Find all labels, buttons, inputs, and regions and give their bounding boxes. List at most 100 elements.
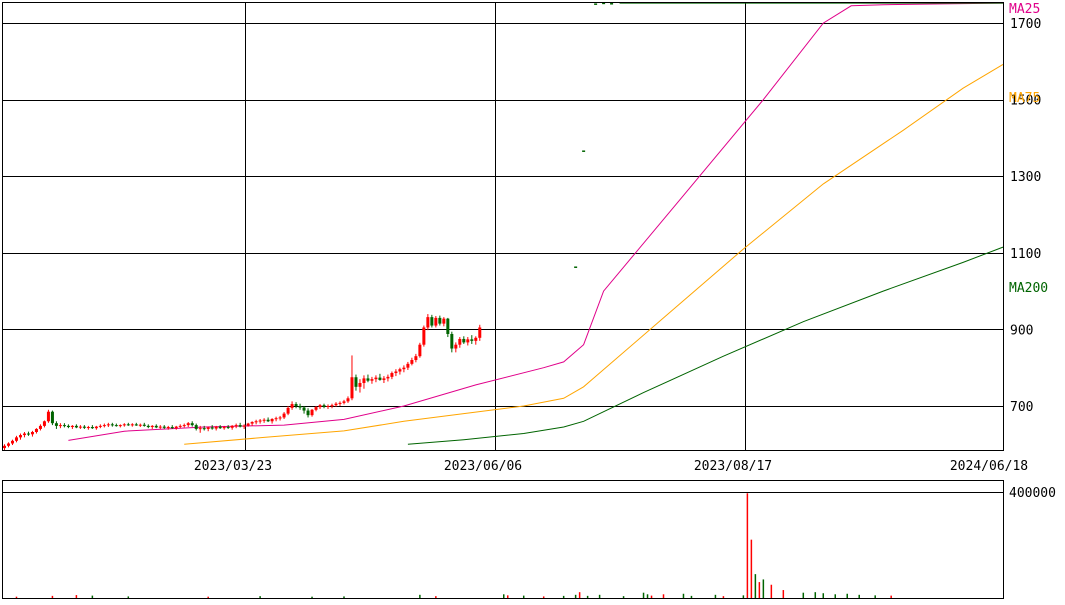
candle-body (194, 425, 198, 429)
candle-body (362, 378, 366, 383)
candle-body (298, 405, 302, 408)
candle-body (582, 150, 586, 152)
candle-body (310, 409, 314, 416)
candle-body (142, 424, 146, 426)
candle-body (226, 427, 230, 429)
candle-body (170, 427, 174, 429)
candle-body (3, 445, 6, 449)
candle-body (266, 419, 270, 422)
candle-body (178, 425, 182, 427)
candle-body (410, 360, 414, 364)
candle-body (330, 405, 334, 407)
candle-body (6, 443, 10, 446)
candle-body (34, 428, 38, 433)
candle-body (78, 426, 82, 428)
candle-body (414, 356, 418, 361)
volume-bars (15, 493, 892, 598)
ma25-line (68, 2, 1004, 441)
candle-body (390, 373, 394, 377)
candle-body (434, 317, 438, 326)
candle-body (326, 405, 330, 407)
candle-body (610, 3, 614, 5)
axis-labels: 700 900 1100 1300 1500 1700 2023/03/23 2023/06/… (194, 2, 1056, 501)
candle-body (442, 318, 446, 324)
candle-body (374, 377, 378, 380)
candle-body (458, 338, 462, 345)
candle-body (174, 426, 178, 429)
candle-body (150, 425, 154, 428)
candle-body (98, 425, 102, 427)
candle-body (270, 418, 274, 422)
candle-body (210, 427, 214, 429)
candle-body (366, 378, 370, 381)
candle-body (110, 424, 114, 426)
candle-body (18, 435, 22, 438)
candle-body (86, 427, 90, 429)
candle-body (354, 377, 358, 387)
candle-body (242, 425, 246, 427)
candle-body (134, 424, 138, 426)
candle-body (62, 425, 66, 427)
date-tick-label: 2023/03/23 (194, 459, 272, 474)
candle-body (274, 418, 278, 420)
candle-body (422, 327, 426, 345)
price-tick-label: 900 (1010, 323, 1033, 338)
candle-body (346, 398, 350, 402)
candle-body (342, 401, 346, 403)
price-panel-border (2, 2, 1004, 451)
candle-body (126, 424, 130, 426)
ma75-line (184, 63, 1004, 445)
candle-body (94, 426, 98, 429)
date-tick-label: 2024/06/18 (950, 459, 1028, 474)
price-tick-label: 700 (1010, 400, 1033, 415)
candle-body (198, 428, 202, 430)
candle-body (118, 425, 122, 427)
candle-body (426, 317, 430, 328)
candle-body (38, 425, 42, 429)
candle-body (138, 424, 142, 426)
candle-body (218, 426, 222, 429)
candle-body (350, 377, 354, 399)
candle-body (478, 327, 482, 338)
candle-body (166, 427, 170, 429)
ma200-line (407, 246, 1004, 445)
candle-body (470, 339, 474, 341)
candle-body (10, 440, 14, 444)
candle-body (114, 425, 118, 427)
candle-body (262, 419, 266, 421)
price-tick-label: 1100 (1010, 247, 1041, 262)
candle-body (186, 423, 190, 426)
price-grid (2, 2, 1003, 450)
candle-body (190, 423, 194, 426)
candle-body (286, 407, 290, 414)
candle-body (278, 417, 282, 419)
candle-body (230, 425, 234, 428)
candle-body (378, 377, 382, 380)
candle-body (26, 433, 30, 435)
candle-body (146, 425, 150, 428)
candle-body (258, 420, 262, 422)
candle-body (294, 404, 298, 406)
candle-body (406, 363, 410, 368)
price-tick-label: 1700 (1010, 17, 1041, 32)
candle-body (106, 424, 110, 426)
candlesticks (3, 2, 1003, 450)
candle-body (70, 425, 74, 428)
candle-body (370, 379, 374, 381)
candle-body (30, 432, 34, 435)
candle-body (66, 425, 70, 428)
candle-body (338, 402, 342, 404)
legend-ma200: MA200 (1009, 281, 1048, 296)
candle-body (102, 425, 106, 427)
candle-body (398, 369, 402, 372)
candle-body (454, 344, 458, 349)
candle-body (222, 427, 226, 429)
candle-body (50, 411, 54, 424)
volume-panel-frame (2, 480, 1004, 599)
price-panel-frame (2, 2, 1004, 451)
candle-body (386, 376, 390, 379)
price-tick-label: 1500 (1010, 94, 1041, 109)
legend-ma75: MA75 (1009, 91, 1040, 106)
candle-body (246, 423, 250, 426)
candle-body (394, 371, 398, 374)
